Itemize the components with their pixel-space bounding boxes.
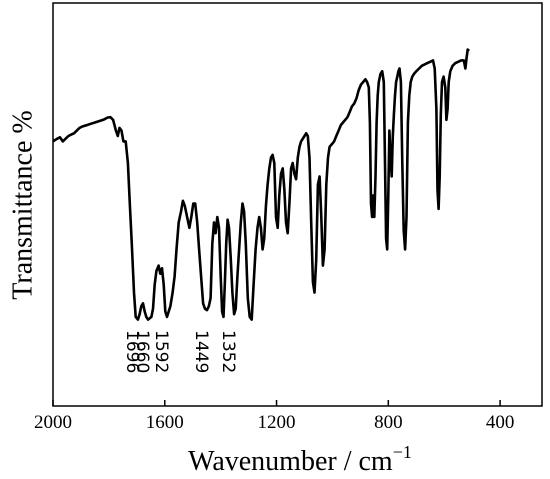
y-axis-title: Transmittance % [7, 110, 38, 300]
peak-label: 1660 [132, 330, 152, 373]
plot-frame [52, 2, 543, 407]
peak-label: 1352 [218, 330, 238, 373]
x-axis-title-main: Wavenumber / cm [188, 446, 393, 477]
x-tick-label: 800 [374, 412, 403, 433]
peak-label: 1449 [191, 330, 211, 373]
peak-label: 1696 [122, 330, 142, 373]
x-axis-title: Wavenumber / cm−1 [188, 442, 412, 477]
x-tick-label: 2000 [34, 412, 72, 433]
x-axis-ticks: 2000 1600 1200 800 400 [34, 400, 514, 433]
x-tick-label: 400 [486, 412, 515, 433]
peak-label: 1592 [151, 330, 171, 373]
x-axis-title-superscript: −1 [393, 442, 412, 462]
spectrum-line-group [52, 48, 470, 321]
x-tick-label: 1200 [258, 412, 296, 433]
spectrum-line [52, 48, 470, 321]
x-tick-label: 1600 [146, 412, 184, 433]
